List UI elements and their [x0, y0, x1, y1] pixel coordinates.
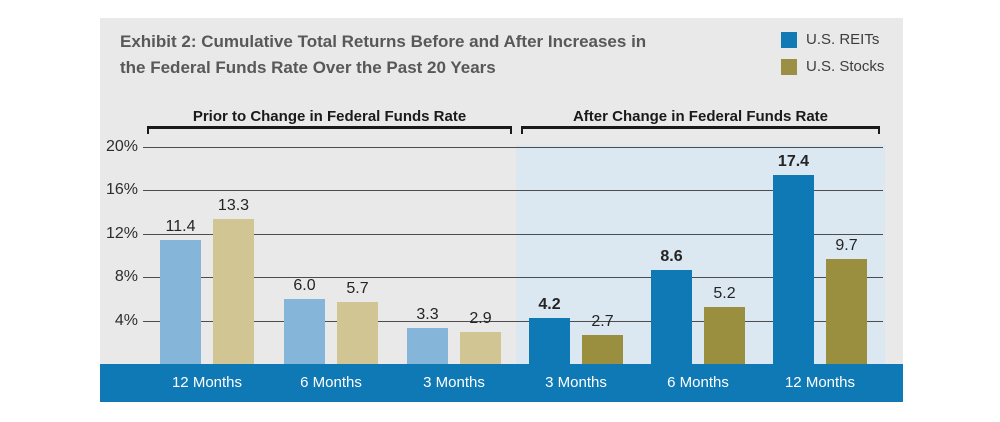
bar-us-reits-12months-prior [160, 240, 201, 364]
bar-us-reits-12months-after [773, 174, 814, 364]
legend-label-reits: U.S. REITs [806, 31, 880, 48]
value-label-us-reits-3months-after: 4.2 [538, 296, 561, 314]
category-label-3months-prior: 3 Months [423, 374, 485, 391]
chart-title: Exhibit 2: Cumulative Total Returns Befo… [120, 29, 720, 81]
bar-us-stocks-3months-after [582, 334, 623, 364]
category-label-3months-after: 3 Months [545, 374, 607, 391]
bar-us-reits-3months-prior [407, 328, 448, 364]
chart-title-line1: Exhibit 2: Cumulative Total Returns Befo… [120, 32, 647, 51]
y-tick-label-16pct: 16% [105, 181, 138, 198]
value-label-us-stocks-3months-prior: 2.9 [469, 310, 492, 328]
value-label-us-stocks-6months-prior: 5.7 [346, 280, 369, 297]
legend: U.S. REITs U.S. Stocks [781, 31, 901, 85]
value-label-us-reits-6months-prior: 6.0 [293, 276, 316, 294]
reits-color-swatch [781, 31, 797, 48]
value-label-us-reits-12months-after: 17.4 [777, 152, 810, 170]
bar-us-stocks-12months-after [826, 258, 867, 364]
grid-line-20pct [143, 146, 883, 148]
category-axis-bar: 12 Months 6 Months 3 Months 3 Months 6 Month… [100, 364, 903, 402]
legend-label-stocks: U.S. Stocks [806, 58, 885, 75]
value-label-us-reits-12months-prior: 11.4 [165, 218, 196, 236]
legend-item-reits: U.S. REITs [781, 31, 901, 48]
bar-us-stocks-12months-prior [213, 219, 254, 364]
value-label-us-stocks-6months-after: 5.2 [713, 285, 736, 303]
section-label-prior: Prior to Change in Federal Funds Rate [192, 108, 467, 125]
category-label-6months-prior: 6 Months [300, 374, 362, 391]
category-label-12months-after: 12 Months [784, 374, 856, 391]
category-label-12months-prior: 12 Months [171, 374, 243, 391]
grid-line-8pct [143, 277, 883, 278]
value-label-us-stocks-3months-after: 2.7 [591, 312, 614, 330]
value-label-us-reits-3months-prior: 3.3 [416, 306, 439, 324]
stocks-color-swatch [781, 58, 797, 75]
bar-us-stocks-6months-after [704, 307, 745, 364]
exhibit-card: Exhibit 2: Cumulative Total Returns Befo… [100, 18, 903, 402]
value-label-us-stocks-12months-prior: 13.3 [217, 197, 250, 215]
category-label-6months-after: 6 Months [667, 374, 729, 391]
after-section-highlight [516, 145, 885, 364]
y-tick-label-8pct: 8% [114, 268, 138, 285]
bracket-after [521, 126, 880, 134]
bar-us-reits-6months-after [651, 270, 692, 364]
bar-us-reits-3months-after [529, 318, 570, 364]
chart-title-line2: the Federal Funds Rate Over the Past 20 … [120, 58, 496, 77]
grid-line-4pct [143, 320, 883, 322]
value-label-us-stocks-12months-after: 9.7 [835, 236, 858, 254]
y-tick-label-12pct: 12% [105, 224, 138, 242]
grid-line-16pct [143, 190, 883, 191]
bar-us-stocks-3months-prior [460, 332, 501, 364]
bar-us-stocks-6months-prior [337, 302, 378, 364]
bar-us-reits-6months-prior [284, 298, 325, 364]
section-label-after: After Change in Federal Funds Rate [572, 108, 829, 125]
y-tick-label-4pct: 4% [114, 311, 138, 329]
legend-item-stocks: U.S. Stocks [781, 58, 901, 75]
value-label-us-reits-6months-after: 8.6 [660, 248, 683, 266]
y-tick-label-20pct: 20% [105, 137, 138, 155]
grid-line-12pct [143, 233, 883, 235]
bracket-prior [147, 126, 512, 134]
